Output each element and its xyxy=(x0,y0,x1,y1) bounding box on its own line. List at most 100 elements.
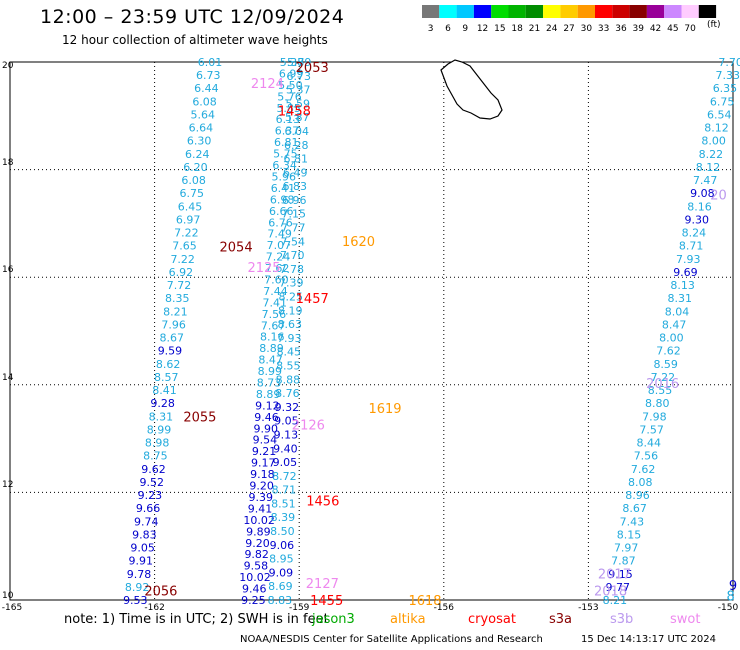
wave-height-value: 7.41 xyxy=(262,296,287,309)
wave-height-value: 8.50 xyxy=(270,525,295,538)
wave-height-value: 7.33 xyxy=(716,69,740,82)
wave-height-value: 7.77 xyxy=(281,222,306,235)
wave-height-value: 5.64 xyxy=(190,108,215,121)
y-tick-label: 18 xyxy=(2,157,14,168)
wave-height-value: 7.22 xyxy=(651,371,676,384)
wave-height-value: 8.63 xyxy=(278,318,303,331)
wave-height-value: 8.73 xyxy=(257,377,282,390)
pass-time-label: 2126 xyxy=(292,419,325,434)
pass-time-label: 2124 xyxy=(251,77,284,92)
wave-height-value: 9.59 xyxy=(158,345,183,358)
pass-time-label: 2125 xyxy=(247,261,280,276)
wave-height-value: 8.41 xyxy=(152,384,177,397)
color-scale-label: 36 xyxy=(615,24,627,34)
wave-height-value: 8.35 xyxy=(165,292,190,305)
color-scale-label: 42 xyxy=(650,24,661,34)
color-scale-swatch xyxy=(543,5,561,18)
pass-time-label: 20 xyxy=(710,188,727,203)
wave-height-value: 8.99 xyxy=(258,365,283,378)
wave-height-value: 8.21 xyxy=(603,594,628,607)
wave-height-value: 8.99 xyxy=(147,423,172,436)
wave-height-value: 6.75 xyxy=(710,95,735,108)
wave-height-value: 6.97 xyxy=(176,213,201,226)
altimeter-tracks: 5.386.995.505.765.856.136.376.815.756.34… xyxy=(123,56,740,607)
wave-height-value: 5.37 xyxy=(286,84,311,97)
color-scale-swatch xyxy=(422,5,440,18)
color-scale-label: 30 xyxy=(581,24,593,34)
color-scale-swatch xyxy=(698,5,717,18)
color-scale-label: 39 xyxy=(633,24,645,34)
wave-height-value: 6.45 xyxy=(178,200,203,213)
wave-height-value: 9.46 xyxy=(254,411,279,424)
map-title: 12:00 – 23:59 UTC 12/09/2024 xyxy=(40,6,345,28)
wave-height-value: 7.60 xyxy=(264,273,289,286)
wave-height-value: 8.88 xyxy=(276,373,301,386)
wave-height-value: 6.41 xyxy=(271,182,296,195)
wave-height-value: 8.95 xyxy=(269,553,294,566)
wave-height-value: 8.76 xyxy=(275,387,300,400)
wave-height-value: 5.76 xyxy=(277,90,302,103)
wave-height-value: 6.81 xyxy=(283,153,308,166)
wave-height-value: 8.98 xyxy=(145,437,170,450)
wave-height-value: 8.71 xyxy=(272,484,297,497)
wave-height-value: 8.04 xyxy=(665,305,690,318)
wave-height-value: 8.19 xyxy=(278,304,303,317)
wave-height-value: 8.44 xyxy=(637,437,662,450)
wave-height-value: 7.67 xyxy=(261,319,286,332)
wave-height-value: 8.96 xyxy=(625,489,650,502)
wave-height-value: 9.23 xyxy=(138,489,163,502)
pass-time-label: 2054 xyxy=(220,241,253,256)
color-scale-swatch xyxy=(646,5,665,18)
wave-height-value: 8.51 xyxy=(271,497,296,510)
x-tick-label: -165 xyxy=(1,603,23,613)
pass-time-label: 8 xyxy=(726,590,734,605)
wave-height-value: 7.70 xyxy=(280,249,305,262)
wave-height-value: 5.38 xyxy=(280,56,305,69)
wave-height-value: 9.40 xyxy=(273,442,298,455)
map-subtitle: 12 hour collection of altimeter wave hei… xyxy=(62,33,328,47)
wave-height-value: 7.72 xyxy=(167,279,192,292)
wave-height-value: 8.13 xyxy=(670,279,695,292)
color-scale-swatch xyxy=(473,5,492,18)
wave-height-value: 9.05 xyxy=(273,456,298,469)
pass-time-label: 9 xyxy=(729,579,737,594)
pass-time-label: 2017 xyxy=(598,568,631,583)
wave-height-value: 6.24 xyxy=(185,148,210,161)
x-tick-label: -156 xyxy=(433,603,455,613)
note-legend: note: 1) Time is in UTC; 2) SWH is in fe… xyxy=(0,612,740,630)
wave-height-value: 9.20 xyxy=(249,480,274,493)
wave-height-value: 9.41 xyxy=(248,502,273,515)
pass-time-label: 2018 xyxy=(594,584,627,599)
wave-height-value: 9.74 xyxy=(134,515,159,528)
pass-time-label: 1619 xyxy=(368,402,401,417)
wave-height-value: 6.49 xyxy=(283,166,308,179)
wave-height-value: 8.12 xyxy=(696,161,721,174)
pass-time-label: 1455 xyxy=(310,594,343,609)
map-frame xyxy=(9,61,734,601)
wave-height-value: 6.99 xyxy=(279,67,304,80)
y-tick-label: 14 xyxy=(2,372,14,383)
wave-height-value: 7.98 xyxy=(642,410,667,423)
color-scale-label: 3 xyxy=(428,24,434,34)
wave-height-value: 8.25 xyxy=(279,291,304,304)
wave-height-value: 8.31 xyxy=(149,410,174,423)
wave-height-value: 8.21 xyxy=(163,305,188,318)
color-scale-label: 24 xyxy=(546,24,558,34)
wave-height-value: 9.21 xyxy=(252,445,277,458)
wave-height-value: 8.00 xyxy=(701,135,726,148)
wave-height-value: 9.13 xyxy=(274,428,299,441)
wave-height-value: 9.89 xyxy=(246,525,271,538)
wave-height-value: 7.47 xyxy=(693,174,718,187)
color-scale-swatch xyxy=(491,5,509,18)
wave-height-value: 9.39 xyxy=(249,491,274,504)
note-text: note: 1) Time is in UTC; 2) SWH is in fe… xyxy=(64,612,329,627)
wave-height-value: 9.32 xyxy=(275,401,300,414)
wave-height-value: 7.78 xyxy=(280,263,305,276)
wave-height-value: 7.87 xyxy=(611,555,636,568)
wave-height-value: 8.80 xyxy=(645,397,670,410)
wave-height-value: 6.01 xyxy=(198,56,223,69)
wave-height-value: 6.20 xyxy=(183,161,208,174)
wave-height-value: 8.16 xyxy=(687,200,712,213)
hawaii-big-island-coastline xyxy=(440,59,503,120)
y-tick-label: 16 xyxy=(2,265,14,276)
